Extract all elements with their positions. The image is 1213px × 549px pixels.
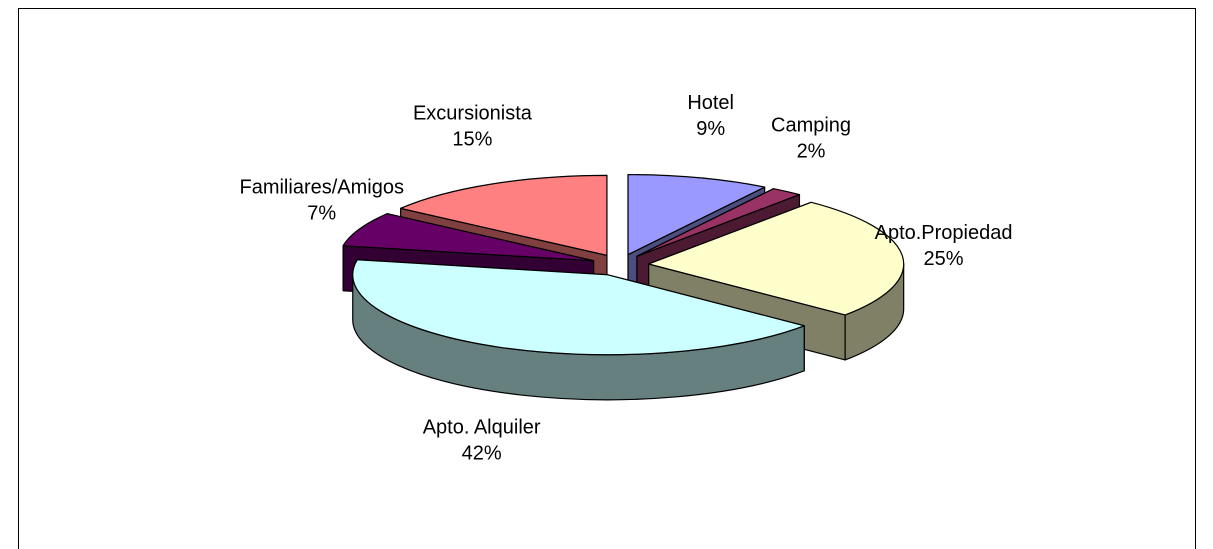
- slice: [636, 188, 801, 257]
- slice: [352, 259, 805, 356]
- slice-value-label: 42%: [462, 443, 502, 465]
- slice-value-label: 7%: [307, 202, 336, 224]
- slice: [648, 201, 905, 316]
- chart-frame: [18, 8, 1196, 549]
- slice-value-label: 15%: [452, 128, 492, 150]
- slice-label: Excursionista: [413, 102, 533, 124]
- slice-value-label: 2%: [797, 141, 826, 163]
- slice-label: Apto.Propiedad: [875, 222, 1013, 244]
- slice: [400, 174, 608, 256]
- slice-label: Apto. Alquiler: [423, 417, 541, 439]
- slice-label: Camping: [771, 115, 851, 137]
- slice-value-label: 9%: [696, 118, 725, 140]
- slice-label: Familiares/Amigos: [239, 176, 403, 198]
- slice-value-label: 25%: [924, 248, 964, 270]
- slice-label: Hotel: [687, 92, 734, 114]
- slice: [627, 174, 766, 256]
- slice: [342, 213, 595, 262]
